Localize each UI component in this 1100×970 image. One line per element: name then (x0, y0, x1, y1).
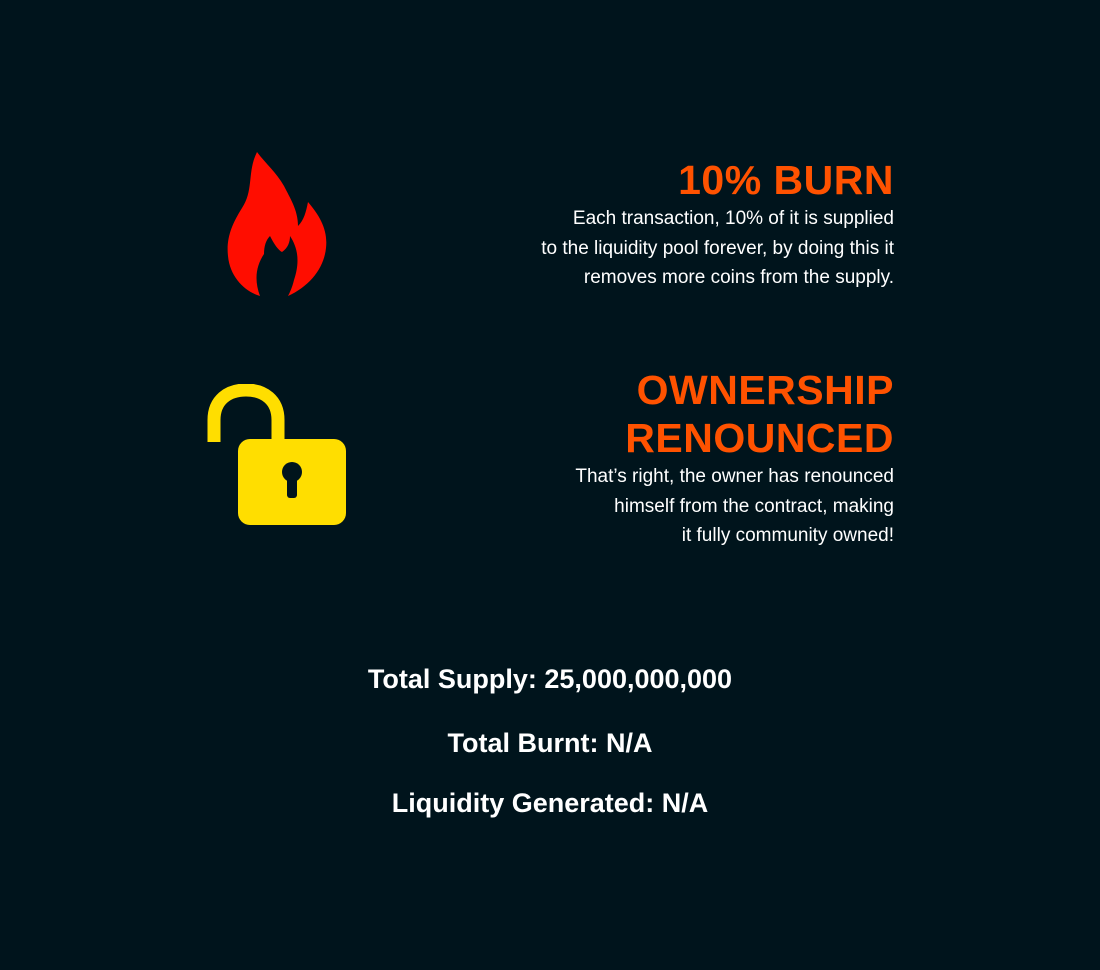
ownership-description: That’s right, the owner has renounced hi… (575, 466, 894, 546)
fire-icon (227, 152, 327, 296)
ownership-title-line2: RENOUNCED (625, 415, 894, 461)
unlocked-padlock-icon (207, 384, 346, 525)
total-burnt-stat: Total Burnt: N/A (447, 728, 653, 758)
burn-title: 10% BURN (678, 157, 894, 203)
total-supply-stat: Total Supply: 25,000,000,000 (367, 664, 733, 694)
ownership-title: OWNERSHIP RENOUNCED (394, 366, 894, 462)
burn-feature: 10% BURN Each transaction, 10% of it is … (394, 156, 894, 293)
ownership-title-line1: OWNERSHIP (636, 367, 894, 413)
ownership-feature: OWNERSHIP RENOUNCED That’s right, the ow… (394, 366, 894, 551)
burn-description: Each transaction, 10% of it is supplied … (541, 208, 894, 288)
liquidity-generated-stat: Liquidity Generated: N/A (391, 788, 709, 818)
